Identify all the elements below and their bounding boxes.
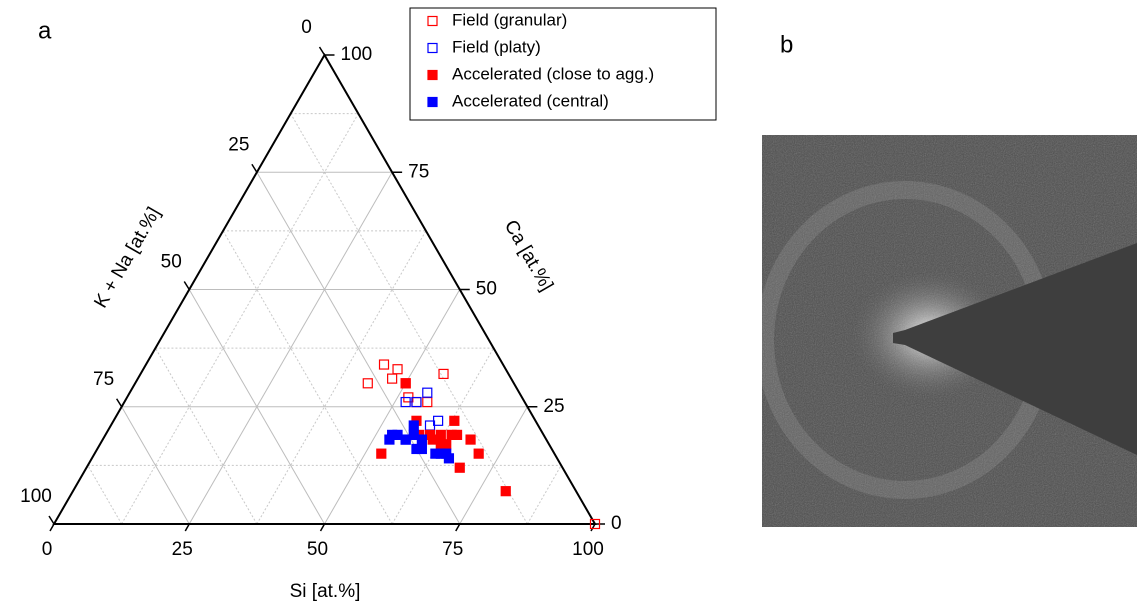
data-point bbox=[435, 439, 446, 450]
data-point bbox=[387, 373, 398, 384]
legend-marker bbox=[427, 42, 438, 54]
legend-label: Field (granular) bbox=[452, 10, 567, 29]
panel-label: a bbox=[38, 17, 52, 44]
data-point bbox=[443, 453, 455, 464]
legend-marker bbox=[427, 69, 438, 81]
left-tick-label: 75 bbox=[93, 369, 114, 390]
tick-mark bbox=[318, 46, 326, 56]
bottom-axis-title: Si [at.%] bbox=[290, 581, 361, 602]
tick-mark bbox=[183, 281, 190, 290]
data-point bbox=[392, 364, 403, 375]
data-point bbox=[422, 387, 433, 398]
legend-frame bbox=[409, 7, 717, 121]
tick-mark bbox=[251, 163, 258, 173]
legend-label: Field (platy) bbox=[452, 37, 541, 56]
legend-marker bbox=[427, 96, 438, 108]
data-point bbox=[400, 396, 411, 408]
data-point bbox=[449, 415, 460, 426]
tick-mark bbox=[115, 398, 123, 408]
right-axis-title: Ca [at.%] bbox=[500, 217, 557, 295]
legend-label: Accelerated (central) bbox=[452, 91, 609, 110]
legend: Field (granular) Field (platy) Accelerated… bbox=[409, 7, 717, 121]
right-tick-label: 75 bbox=[408, 161, 429, 182]
data-point bbox=[500, 486, 511, 497]
grid-line bbox=[87, 465, 123, 525]
grid-line bbox=[324, 289, 461, 525]
grid-line bbox=[290, 113, 528, 525]
bottom-tick-label: 25 bbox=[172, 539, 193, 560]
bottom-tick-label: 100 bbox=[572, 539, 604, 560]
tick-mark bbox=[319, 523, 326, 532]
grid-line bbox=[256, 230, 427, 525]
right-tick-label: 100 bbox=[341, 44, 373, 65]
data-point bbox=[378, 359, 390, 370]
grid-line bbox=[188, 289, 325, 525]
data-point bbox=[362, 378, 373, 389]
left-tick-label: 100 bbox=[20, 486, 52, 507]
grid-line bbox=[459, 406, 528, 525]
grid-line bbox=[188, 172, 393, 525]
data-point bbox=[454, 462, 465, 473]
data-point bbox=[400, 378, 411, 389]
data-point bbox=[392, 429, 403, 440]
tick-mark bbox=[48, 515, 55, 525]
grid-line bbox=[526, 465, 562, 525]
data-point bbox=[416, 443, 427, 455]
grid-line bbox=[155, 347, 258, 525]
left-tick-label: 50 bbox=[161, 252, 182, 273]
tick-mark bbox=[49, 523, 55, 532]
grid-line bbox=[256, 172, 461, 525]
grid-line bbox=[121, 406, 190, 525]
grid-line bbox=[121, 113, 359, 525]
data-point bbox=[473, 448, 484, 459]
legend-label: Accelerated (close to agg.) bbox=[452, 64, 654, 83]
bottom-tick-label: 0 bbox=[42, 539, 53, 560]
data-point bbox=[435, 429, 446, 440]
tick-mark bbox=[184, 523, 190, 532]
left-tick-label: 0 bbox=[301, 17, 312, 38]
left-axis-title: K + Na [at.%] bbox=[90, 204, 164, 312]
panel-label: b bbox=[780, 31, 793, 58]
right-tick-label: 0 bbox=[611, 513, 622, 534]
right-tick-label: 25 bbox=[543, 396, 564, 417]
bottom-tick-label: 50 bbox=[307, 539, 328, 560]
data-point bbox=[411, 396, 422, 408]
data-point bbox=[433, 415, 444, 426]
bottom-tick-label: 75 bbox=[442, 539, 463, 560]
data-point bbox=[451, 429, 463, 440]
legend-marker bbox=[427, 15, 438, 27]
diffraction-image bbox=[762, 135, 1137, 527]
tick-mark bbox=[590, 523, 596, 532]
left-tick-label: 25 bbox=[228, 134, 249, 155]
data-point bbox=[376, 448, 387, 459]
right-tick-label: 50 bbox=[476, 279, 497, 300]
data-point bbox=[416, 434, 427, 445]
grid-line bbox=[222, 230, 393, 525]
data-point bbox=[422, 396, 433, 408]
data-point bbox=[465, 434, 476, 445]
tick-mark bbox=[455, 523, 461, 532]
data-point bbox=[589, 518, 601, 530]
data-point bbox=[438, 368, 449, 380]
data-point bbox=[408, 420, 419, 431]
